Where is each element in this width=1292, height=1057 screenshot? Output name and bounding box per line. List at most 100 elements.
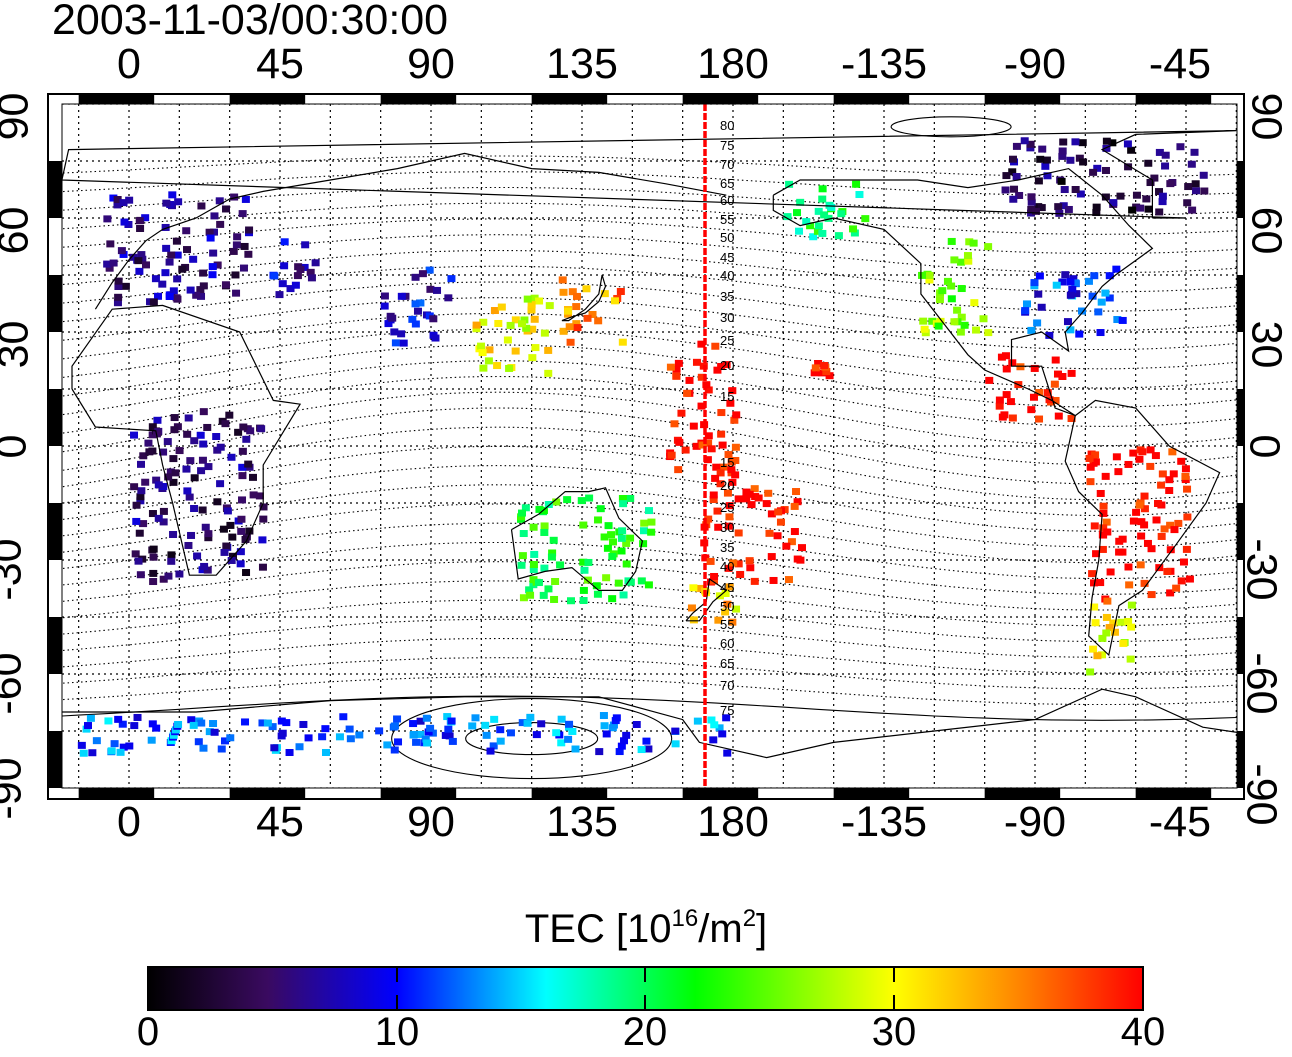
tec-cell <box>710 721 719 729</box>
tec-cell <box>964 257 973 265</box>
tec-cell <box>517 561 526 569</box>
tec-cell <box>1135 501 1144 509</box>
tec-cell <box>1151 452 1160 460</box>
tec-cell <box>158 280 167 288</box>
tec-cell <box>428 729 437 737</box>
tec-cell <box>1035 415 1044 423</box>
tec-cell <box>716 469 725 477</box>
frame-bar <box>984 788 1061 799</box>
tec-cell <box>199 269 208 277</box>
mlat-label: 75 <box>720 703 735 718</box>
tec-cell <box>722 714 731 722</box>
south-magnetic-pole-contour <box>391 698 673 780</box>
tec-cell <box>226 734 235 742</box>
tec-cell <box>242 569 251 577</box>
tec-cell <box>173 251 182 259</box>
tec-cell <box>1033 319 1042 327</box>
colorbar-tick-label: 10 <box>374 1010 420 1054</box>
tec-cell <box>263 719 272 727</box>
frame-bar <box>380 94 457 104</box>
mlat-label: 75 <box>720 138 735 153</box>
tec-cell <box>183 246 192 254</box>
tec-cell <box>585 494 594 502</box>
tec-cell <box>677 409 686 417</box>
colorbar-tick-label: 20 <box>622 1010 668 1054</box>
mlat-contour <box>62 445 1237 517</box>
tec-cell <box>1027 406 1036 414</box>
tec-cell <box>1090 272 1099 280</box>
tec-cell <box>1026 144 1035 152</box>
mlat-label: 65 <box>720 176 735 191</box>
tec-cell <box>148 510 157 518</box>
tec-cell <box>1152 516 1161 524</box>
tec-cell <box>490 307 499 315</box>
tec-cell <box>573 324 582 332</box>
tec-cell <box>119 250 128 258</box>
tec-cell <box>683 389 692 397</box>
tec-cell <box>486 747 495 755</box>
tec-cell <box>713 366 722 374</box>
tec-cell <box>647 518 656 526</box>
tec-cell <box>132 517 141 525</box>
tec-cell <box>518 552 527 560</box>
tec-cell <box>947 237 956 245</box>
tec-cell <box>792 488 801 496</box>
tec-cell <box>130 483 139 491</box>
tec-cell <box>970 299 979 307</box>
tec-cell <box>957 285 966 293</box>
tec-cell <box>236 548 245 556</box>
tec-cell <box>163 438 172 446</box>
tec-cell <box>168 191 177 199</box>
tec-cell <box>734 560 743 568</box>
tec-cell <box>600 533 609 541</box>
tec-cell <box>965 238 974 246</box>
tec-cell <box>184 541 193 549</box>
tec-cell <box>722 361 731 369</box>
tec-cell <box>617 534 626 542</box>
bottom-lon-tick: 180 <box>697 798 769 846</box>
tec-cell <box>520 316 529 324</box>
tec-cell <box>113 299 122 307</box>
tec-cell <box>644 745 653 753</box>
tec-cell <box>199 744 208 752</box>
top-lon-tick: -90 <box>1003 40 1067 88</box>
tec-cell <box>183 430 192 438</box>
tec-cell <box>564 735 573 743</box>
tec-cell <box>615 748 624 756</box>
tec-cell <box>612 714 621 722</box>
tec-cell <box>425 266 434 274</box>
tec-cell <box>818 229 827 237</box>
tec-cell <box>594 516 603 524</box>
tec-cell <box>172 237 181 245</box>
tec-cell <box>164 473 173 481</box>
tec-cell <box>1101 472 1110 480</box>
tec-cell <box>545 302 554 310</box>
tec-cell <box>148 431 157 439</box>
tec-cell <box>1068 285 1077 293</box>
mlat-contour <box>62 599 1237 643</box>
tec-cell <box>169 455 178 463</box>
mlat-label: 55 <box>720 617 735 632</box>
mlat-contour <box>62 344 1237 408</box>
frame-bar <box>229 788 306 799</box>
tec-cell <box>472 321 481 329</box>
tec-cell <box>154 481 163 489</box>
tec-cell <box>149 553 158 561</box>
tec-cell <box>602 574 611 582</box>
tec-cell <box>1096 579 1105 587</box>
tec-cell <box>219 525 228 533</box>
frame-bar <box>48 503 62 560</box>
tec-cell <box>734 495 743 503</box>
tec-cell <box>231 271 240 279</box>
tec-cell <box>579 521 588 529</box>
tec-cell <box>592 582 601 590</box>
tec-cell <box>141 261 150 269</box>
tec-cell <box>259 515 268 523</box>
tec-cell <box>1050 380 1059 388</box>
tec-cell <box>209 249 218 257</box>
tec-cell <box>257 425 266 433</box>
tec-cell <box>165 258 174 266</box>
mlat-label: 35 <box>720 540 735 555</box>
tec-cell <box>1129 517 1138 525</box>
tec-cell <box>692 358 701 366</box>
